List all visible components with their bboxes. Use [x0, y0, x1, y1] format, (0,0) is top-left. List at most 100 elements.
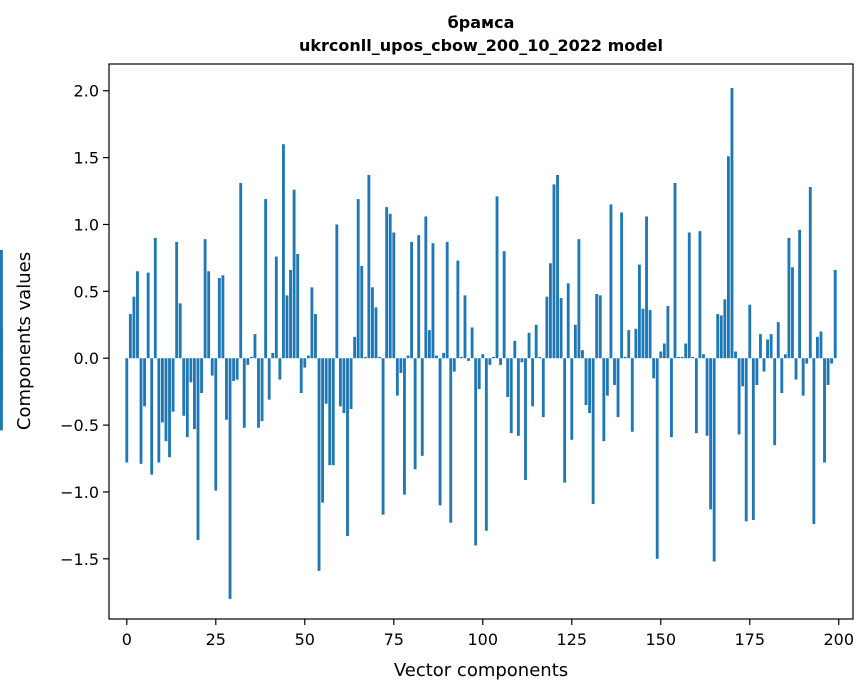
bar: [755, 358, 759, 385]
bar: [584, 358, 588, 406]
bar: [474, 358, 478, 546]
bar: [666, 306, 670, 359]
bar: [292, 189, 296, 359]
bar: [630, 358, 634, 432]
bar: [637, 264, 641, 359]
bar: [338, 358, 342, 407]
bar: [741, 358, 745, 387]
bar: [160, 358, 164, 423]
bar: [484, 358, 488, 531]
bar: [769, 334, 773, 359]
bar: [274, 256, 278, 359]
bar: [282, 144, 285, 359]
bar: [168, 358, 171, 458]
bar: [246, 358, 250, 365]
x-tick-label: 50: [295, 630, 315, 649]
bar: [321, 358, 325, 503]
bar: [378, 356, 381, 359]
bar: [324, 358, 328, 404]
bar: [801, 358, 805, 396]
bar: [559, 298, 563, 359]
bar: [659, 351, 663, 359]
bar: [783, 354, 787, 359]
bar: [271, 352, 275, 359]
x-tick-label: 125: [557, 630, 588, 649]
bar: [687, 232, 691, 359]
bar: [328, 358, 332, 466]
bar: [146, 272, 150, 359]
bar: [0, 249, 3, 359]
bar: [520, 358, 524, 363]
bar: [805, 358, 809, 364]
bar: [776, 322, 780, 359]
bar: [374, 307, 378, 359]
bar: [452, 358, 456, 372]
bar: [524, 358, 527, 480]
bar: [791, 267, 794, 359]
bar: [616, 358, 620, 418]
bar: [200, 358, 203, 393]
bar: [509, 358, 513, 434]
y-tick-label: 1.5: [74, 149, 99, 168]
bar: [0, 358, 3, 431]
bar: [477, 358, 481, 389]
bar: [214, 358, 218, 491]
bar: [427, 330, 431, 359]
bar: [552, 184, 556, 359]
bar: [249, 356, 253, 359]
bar: [395, 358, 399, 396]
bar: [420, 358, 424, 456]
bar: [787, 237, 791, 359]
bar: [655, 358, 659, 559]
bar: [737, 358, 741, 435]
bar: [513, 340, 517, 359]
bar: [253, 334, 257, 359]
bar: [260, 358, 264, 422]
bar: [751, 358, 755, 521]
bar: [150, 358, 154, 475]
bar: [228, 358, 232, 599]
bar: [545, 296, 549, 359]
bar: [488, 358, 492, 365]
bar: [417, 235, 421, 359]
bar: [363, 356, 367, 359]
bar: [623, 356, 627, 359]
bar: [734, 351, 737, 359]
bar: [773, 358, 777, 446]
bar: [556, 175, 559, 359]
bar: [257, 358, 260, 428]
bar: [613, 358, 616, 385]
y-tick-label: −1.5: [60, 550, 99, 569]
bar: [403, 358, 406, 495]
bar: [367, 175, 371, 359]
x-axis-ticks: 0 25 50 75 100 125 150 175 200: [122, 619, 854, 649]
bar: [306, 355, 310, 359]
bar: [712, 358, 716, 562]
x-tick-label: 150: [645, 630, 676, 649]
bar: [128, 314, 132, 359]
bar: [602, 358, 606, 442]
bar: [492, 356, 495, 359]
bar: [730, 88, 734, 359]
bar: [410, 241, 414, 359]
bar: [780, 358, 784, 393]
bar: [815, 336, 819, 359]
bar: [264, 199, 268, 359]
bar: [139, 358, 143, 464]
bar: [406, 355, 410, 359]
bar: [342, 358, 346, 414]
bar: [463, 295, 467, 359]
bar: [153, 237, 157, 359]
bar: [830, 358, 834, 364]
bar: [798, 229, 802, 359]
bar: [627, 330, 631, 359]
bar: [794, 358, 798, 380]
x-tick-label: 0: [122, 630, 132, 649]
bar: [748, 304, 752, 359]
bar: [207, 271, 211, 359]
bar: [645, 216, 648, 359]
bar: [684, 343, 688, 359]
bar: [143, 358, 147, 407]
bars-group: [0, 88, 837, 599]
bar: [808, 187, 812, 359]
